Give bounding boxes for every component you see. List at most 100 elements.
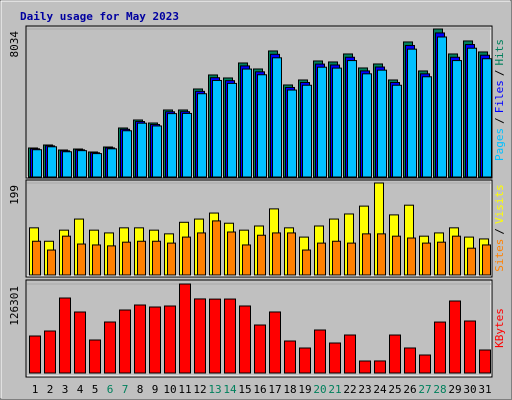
bar bbox=[149, 306, 161, 374]
bar bbox=[137, 240, 146, 276]
legend-entry: Files bbox=[493, 80, 506, 113]
bar bbox=[47, 146, 57, 178]
x-tick-label: 23 bbox=[358, 383, 371, 396]
bar bbox=[377, 233, 386, 276]
bar bbox=[452, 60, 462, 178]
bar bbox=[62, 151, 72, 178]
x-tick-label: 5 bbox=[92, 383, 99, 396]
bar bbox=[317, 66, 327, 178]
bar bbox=[119, 309, 131, 374]
bar bbox=[479, 349, 491, 374]
bar bbox=[362, 73, 372, 178]
bar bbox=[89, 339, 101, 374]
bar bbox=[392, 84, 402, 178]
bar bbox=[287, 89, 297, 178]
bar bbox=[272, 232, 281, 276]
x-tick-label: 11 bbox=[178, 383, 191, 396]
x-tick-label: 19 bbox=[298, 383, 311, 396]
bar bbox=[77, 150, 87, 178]
bar bbox=[194, 298, 206, 374]
bar bbox=[212, 79, 222, 178]
legend: Pages / Files / Hits bbox=[493, 39, 506, 161]
bar bbox=[314, 329, 326, 374]
x-tick-label: 15 bbox=[238, 383, 251, 396]
bar bbox=[59, 297, 71, 374]
x-tick-label: 18 bbox=[283, 383, 296, 396]
bar bbox=[467, 247, 476, 276]
x-tick-label: 25 bbox=[388, 383, 401, 396]
y-tick-label: 8034 bbox=[8, 31, 21, 58]
bar bbox=[92, 244, 101, 276]
x-tick-label: 30 bbox=[463, 383, 476, 396]
legend-entry: Hits bbox=[493, 39, 506, 66]
bar bbox=[329, 342, 341, 374]
bar bbox=[404, 347, 416, 374]
bar bbox=[104, 321, 116, 374]
bar bbox=[74, 311, 86, 374]
x-tick-label: 7 bbox=[122, 383, 129, 396]
bar bbox=[419, 354, 431, 374]
x-tick-label: 9 bbox=[152, 383, 159, 396]
x-tick-label: 16 bbox=[253, 383, 266, 396]
bar bbox=[29, 335, 41, 374]
bar bbox=[242, 244, 251, 276]
bar bbox=[347, 242, 356, 276]
bar bbox=[467, 47, 477, 178]
bar bbox=[239, 305, 251, 374]
bar bbox=[434, 321, 446, 374]
bar bbox=[437, 241, 446, 276]
x-tick-label: 20 bbox=[313, 383, 326, 396]
legend-entry: KBytes bbox=[493, 308, 506, 348]
x-tick-label: 4 bbox=[77, 383, 84, 396]
x-tick-label: 12 bbox=[193, 383, 206, 396]
bar bbox=[224, 298, 236, 374]
bar bbox=[407, 48, 417, 178]
x-tick-label: 28 bbox=[433, 383, 446, 396]
x-tick-label: 6 bbox=[107, 383, 114, 396]
x-tick-label: 8 bbox=[137, 383, 144, 396]
legend-separator: / bbox=[493, 70, 506, 77]
legend-separator: / bbox=[493, 228, 506, 235]
bar bbox=[272, 57, 282, 178]
bar bbox=[122, 241, 131, 276]
bar bbox=[452, 235, 461, 276]
bar bbox=[422, 242, 431, 276]
bar bbox=[254, 324, 266, 374]
x-tick-label: 3 bbox=[62, 383, 69, 396]
bar bbox=[182, 236, 191, 276]
bar bbox=[362, 233, 371, 276]
bar bbox=[392, 235, 401, 276]
x-tick-label: 2 bbox=[47, 383, 54, 396]
x-tick-label: 13 bbox=[208, 383, 221, 396]
bar bbox=[167, 242, 176, 276]
bar bbox=[62, 235, 71, 276]
bar bbox=[449, 300, 461, 374]
bar bbox=[242, 68, 252, 178]
x-tick-label: 21 bbox=[328, 383, 341, 396]
bar bbox=[227, 82, 237, 178]
bar bbox=[77, 243, 86, 276]
chart-title: Daily usage for May 2023 bbox=[20, 10, 179, 23]
bar bbox=[107, 245, 116, 276]
bar bbox=[32, 149, 42, 178]
legend-entry: Sites bbox=[493, 239, 506, 272]
bar bbox=[299, 347, 311, 374]
bar bbox=[257, 234, 266, 276]
bar bbox=[482, 58, 492, 178]
x-tick-label: 22 bbox=[343, 383, 356, 396]
bar bbox=[107, 148, 117, 178]
bar bbox=[332, 240, 341, 276]
legend-separator: / bbox=[493, 117, 506, 124]
bar bbox=[32, 240, 41, 276]
bar bbox=[464, 320, 476, 374]
bar bbox=[374, 360, 386, 374]
bar bbox=[347, 60, 357, 178]
bar bbox=[227, 231, 236, 276]
bar bbox=[152, 125, 162, 178]
bar bbox=[152, 240, 161, 276]
legend-entry: Visits bbox=[493, 184, 506, 224]
bar bbox=[197, 93, 207, 178]
y-tick-label: 199 bbox=[8, 185, 21, 205]
bar bbox=[287, 232, 296, 276]
